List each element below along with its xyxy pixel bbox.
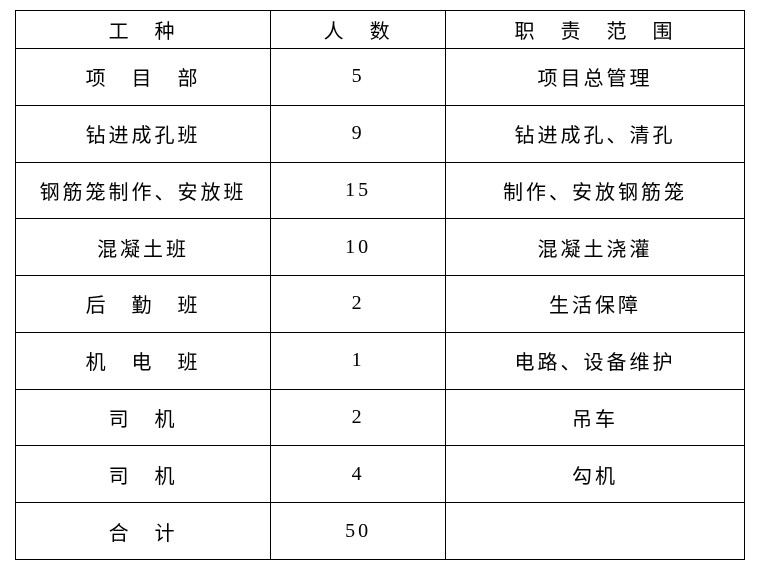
table-row: 混凝土班 10 混凝土浇灌 <box>16 219 745 276</box>
cell-type: 后 勤 班 <box>16 276 271 333</box>
header-count: 人 数 <box>271 11 446 49</box>
table-row: 后 勤 班 2 生活保障 <box>16 276 745 333</box>
cell-count: 50 <box>271 503 446 560</box>
personnel-table: 工 种 人 数 职 责 范 围 项 目 部 5 项目总管理 钻进成孔班 9 钻进… <box>15 10 745 560</box>
cell-type: 司 机 <box>16 446 271 503</box>
cell-scope: 混凝土浇灌 <box>446 219 745 276</box>
cell-count: 10 <box>271 219 446 276</box>
cell-scope: 生活保障 <box>446 276 745 333</box>
cell-scope: 项目总管理 <box>446 49 745 106</box>
cell-type: 混凝土班 <box>16 219 271 276</box>
cell-count: 9 <box>271 105 446 162</box>
cell-count: 2 <box>271 276 446 333</box>
table-row: 钻进成孔班 9 钻进成孔、清孔 <box>16 105 745 162</box>
table-row: 合 计 50 <box>16 503 745 560</box>
cell-type: 合 计 <box>16 503 271 560</box>
table-header-row: 工 种 人 数 职 责 范 围 <box>16 11 745 49</box>
cell-count: 15 <box>271 162 446 219</box>
cell-count: 5 <box>271 49 446 106</box>
cell-type: 项 目 部 <box>16 49 271 106</box>
cell-count: 4 <box>271 446 446 503</box>
cell-type: 司 机 <box>16 389 271 446</box>
cell-count: 2 <box>271 389 446 446</box>
cell-scope <box>446 503 745 560</box>
cell-type: 钢筋笼制作、安放班 <box>16 162 271 219</box>
cell-type: 钻进成孔班 <box>16 105 271 162</box>
cell-scope: 钻进成孔、清孔 <box>446 105 745 162</box>
cell-type: 机 电 班 <box>16 332 271 389</box>
table-row: 钢筋笼制作、安放班 15 制作、安放钢筋笼 <box>16 162 745 219</box>
table-row: 项 目 部 5 项目总管理 <box>16 49 745 106</box>
table-row: 机 电 班 1 电路、设备维护 <box>16 332 745 389</box>
cell-scope: 制作、安放钢筋笼 <box>446 162 745 219</box>
cell-count: 1 <box>271 332 446 389</box>
cell-scope: 勾机 <box>446 446 745 503</box>
header-scope: 职 责 范 围 <box>446 11 745 49</box>
cell-scope: 吊车 <box>446 389 745 446</box>
table-row: 司 机 2 吊车 <box>16 389 745 446</box>
table-row: 司 机 4 勾机 <box>16 446 745 503</box>
cell-scope: 电路、设备维护 <box>446 332 745 389</box>
header-type: 工 种 <box>16 11 271 49</box>
